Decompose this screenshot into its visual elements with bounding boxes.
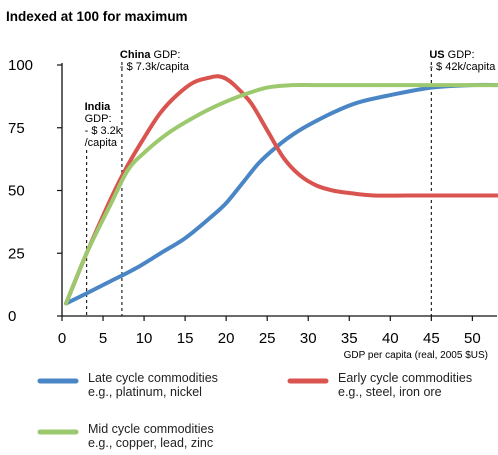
annotation-line: - $ 42k/capita: [429, 61, 496, 73]
legend-sublabel: e.g., copper, lead, zinc: [88, 436, 213, 450]
x-tick-label: 50: [464, 330, 481, 347]
y-tick-label: 50: [8, 183, 25, 200]
legend-sublabel: e.g., steel, iron ore: [338, 385, 442, 399]
x-tick-label: 20: [218, 330, 235, 347]
x-tick-label: 5: [99, 330, 107, 347]
legend-label: Mid cycle commodities: [88, 422, 214, 436]
x-tick-label: 40: [382, 330, 399, 347]
annotation-line: - $ 7.3k/capita: [120, 61, 190, 73]
y-tick-label: 100: [8, 57, 33, 74]
annotation-line: /capita: [85, 137, 118, 149]
y-tick-label: 0: [8, 308, 16, 325]
y-tick-label: 75: [8, 120, 25, 137]
y-tick-label: 25: [8, 245, 25, 262]
series-lines: [64, 74, 498, 306]
x-tick-label: 15: [177, 330, 194, 347]
x-tick-label: 25: [259, 330, 276, 347]
legend-label: Late cycle commodities: [88, 371, 218, 385]
axes: 0 25 50 75 100 0 5 10 15 20 25 30 35 40 45 50: [8, 57, 497, 347]
series-line: [64, 82, 498, 306]
annotation-bold: US: [429, 49, 444, 61]
annotation-line: - $ 3.2k: [85, 125, 122, 137]
x-tick-label: 10: [136, 330, 153, 347]
chart-title: Indexed at 100 for maximum: [6, 9, 188, 24]
x-tick-label: 45: [423, 330, 440, 347]
reference-lines: [86, 62, 432, 316]
series-line: [64, 74, 498, 306]
series-line: [64, 82, 498, 306]
annotation-heading: US GDP:: [429, 49, 474, 61]
legend-label: Early cycle commodities: [338, 371, 472, 385]
legend-sublabel: e.g., platinum, nickel: [88, 385, 202, 399]
annotation-line: GDP:: [85, 113, 112, 125]
annotation-suffix: GDP:: [445, 49, 475, 61]
annotation-bold: China: [120, 49, 151, 61]
annotation-heading: India: [85, 101, 112, 113]
annotation-suffix: GDP:: [150, 49, 180, 61]
x-tick-label: 35: [341, 330, 358, 347]
annotation-heading: China GDP:: [120, 49, 181, 61]
x-axis-label: GDP per capita (real, 2005 $US): [344, 350, 488, 361]
x-tick-label: 0: [58, 330, 66, 347]
x-tick-label: 30: [300, 330, 317, 347]
